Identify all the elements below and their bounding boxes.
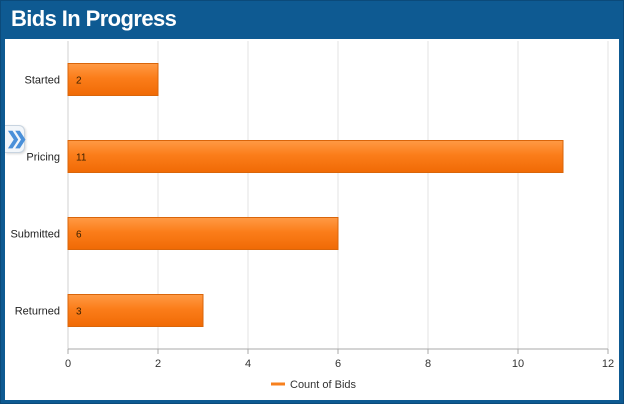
x-tick-label: 10 xyxy=(512,358,524,370)
category-axis: Started Pricing Submitted Returned xyxy=(10,75,60,318)
x-tick-label: 0 xyxy=(65,358,71,370)
bar xyxy=(67,63,159,96)
category-label: Returned xyxy=(15,306,60,318)
bar xyxy=(67,294,204,327)
double-chevron-right-icon: ❯❯ xyxy=(6,129,27,148)
bar xyxy=(67,217,339,250)
data-label: 11 xyxy=(76,153,87,164)
legend-label: Count of Bids xyxy=(290,379,357,391)
x-tick-label: 2 xyxy=(155,358,161,370)
x-tick-label: 8 xyxy=(425,358,431,370)
panel-header: Bids In Progress xyxy=(1,1,623,39)
collapse-tab[interactable]: ❯❯ xyxy=(5,125,27,153)
category-label: Submitted xyxy=(10,229,60,241)
bar-chart: 2 11 6 3 Started Pricing Submitted Returned 0 2… xyxy=(10,41,614,391)
x-tick-label: 4 xyxy=(245,358,251,370)
data-label: 3 xyxy=(76,307,82,318)
value-axis: 0 2 4 6 8 10 12 xyxy=(65,348,614,370)
x-tick-label: 6 xyxy=(335,358,341,370)
category-label: Pricing xyxy=(26,152,60,164)
data-label: 6 xyxy=(76,230,82,241)
data-label: 2 xyxy=(76,76,82,87)
category-label: Started xyxy=(25,75,60,87)
legend: Count of Bids xyxy=(271,379,357,391)
panel-title: Bids In Progress xyxy=(11,6,177,31)
panel-body: 2 11 6 3 Started Pricing Submitted Returned 0 2… xyxy=(5,39,619,400)
x-tick-label: 12 xyxy=(602,358,614,370)
bar xyxy=(67,140,564,173)
bar-series: 2 11 6 3 xyxy=(67,63,564,327)
